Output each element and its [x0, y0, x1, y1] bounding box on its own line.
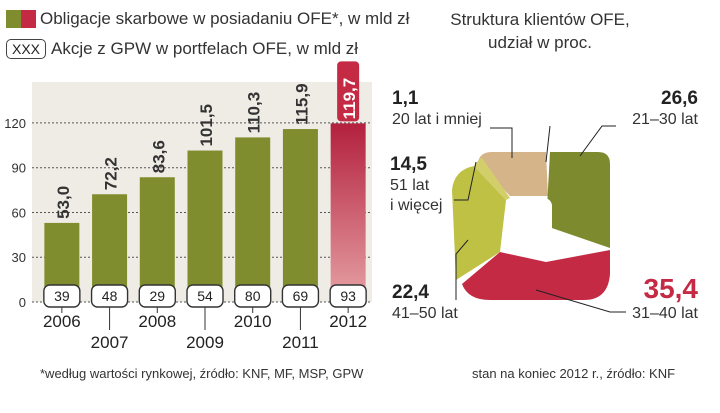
- legend-bonds-swatch: [6, 10, 36, 28]
- source-right: stan na koniec 2012 r., źródło: KNF: [472, 366, 676, 381]
- x-tick-label: 2006: [43, 312, 81, 331]
- slice-category-label-cont: i więcej: [390, 197, 442, 214]
- pie-slice-31-40-lat: [462, 250, 610, 300]
- pie-title: Struktura klientów OFE, udział w proc.: [440, 8, 640, 54]
- stock-value-label: 48: [102, 288, 118, 304]
- slice-category-label: 31–40 lat: [632, 305, 698, 322]
- value-label: 53,0: [54, 186, 73, 219]
- legend-bonds: Obligacje skarbowe w posiadaniu OFE*, w …: [6, 8, 409, 30]
- slice-value-label: 26,6: [661, 88, 698, 109]
- leader-line: [455, 239, 469, 300]
- slice-value-label: 22,4: [392, 282, 429, 303]
- legend-stocks-label: Akcje z GPW w portfelach OFE, w mld zł: [51, 39, 359, 58]
- slice-category-label: 51 lat: [390, 177, 430, 194]
- stock-value-label: 80: [245, 288, 261, 304]
- y-tick-label: 60: [12, 205, 26, 220]
- stock-value-label: 29: [149, 288, 165, 304]
- leader-line: [454, 161, 477, 201]
- leader-line: [545, 125, 551, 163]
- value-label: 110,3: [245, 92, 264, 134]
- bar: [330, 123, 366, 303]
- slice-value-label: 35,4: [644, 273, 699, 304]
- y-tick-label: 90: [12, 161, 26, 176]
- bar: [187, 150, 223, 302]
- pie-slice-tan: [478, 152, 548, 196]
- slice-category-label: 41–50 lat: [392, 305, 458, 322]
- value-label: 115,9: [292, 83, 311, 125]
- bar: [282, 129, 318, 302]
- stock-value-label: 39: [54, 288, 70, 304]
- legend-bonds-label: Obligacje skarbowe w posiadaniu OFE*, w …: [40, 9, 410, 28]
- value-label-box: [337, 61, 360, 122]
- legend-stocks-key: XXX: [6, 39, 47, 59]
- slice-value-label: 1,1: [392, 88, 419, 109]
- x-tick-label: 2012: [329, 312, 367, 331]
- footnote: *według wartości rynkowej, źródło: KNF, …: [40, 366, 364, 381]
- leader-line: [535, 289, 626, 313]
- x-tick-label: 2011: [282, 333, 319, 352]
- value-label: 83,6: [149, 140, 168, 173]
- value-label: 101,5: [197, 104, 216, 147]
- y-tick-label: 30: [12, 250, 26, 265]
- y-tick-label: 120: [4, 116, 26, 131]
- bar-chart: 0 30 60 90 120 53,0 39 2006 72,2 48 2007 83,6 29 2008…: [4, 61, 372, 352]
- stock-value-label: 54: [197, 288, 213, 304]
- pie-slice-21-30-lat: [546, 152, 610, 248]
- pie-slice-41-50-lat: [452, 166, 506, 280]
- value-label: 119,7: [340, 78, 359, 120]
- x-tick-label: 2009: [186, 333, 224, 352]
- slice-value-label: 14,5: [390, 154, 427, 175]
- x-tick-label: 2007: [91, 333, 129, 352]
- legend-stocks: XXX Akcje z GPW w portfelach OFE, w mld …: [6, 38, 358, 60]
- value-label: 72,2: [102, 157, 121, 190]
- leader-line: [490, 127, 513, 158]
- x-tick-label: 2010: [234, 312, 272, 331]
- leader-line: [579, 125, 616, 157]
- slice-category-label: 20 lat i mniej: [392, 111, 482, 128]
- bar: [235, 137, 271, 302]
- bar: [139, 177, 175, 302]
- stock-value-label: 93: [340, 288, 356, 304]
- slice-category-label: 21–30 lat: [632, 111, 698, 128]
- pie-title-line-2: udział w proc.: [488, 33, 592, 52]
- pie-center: [508, 198, 552, 252]
- stock-value-label: 69: [293, 288, 309, 304]
- y-tick-label: 0: [19, 295, 26, 310]
- bar: [92, 194, 128, 302]
- pie-title-line-1: Struktura klientów OFE,: [450, 10, 630, 29]
- pie-slice-51-lat: [474, 158, 510, 200]
- pie-chart: 1,1 20 lat i mniej 26,6 21–30 lat 14,5 51 lat…: [390, 88, 699, 322]
- x-tick-label: 2008: [138, 312, 176, 331]
